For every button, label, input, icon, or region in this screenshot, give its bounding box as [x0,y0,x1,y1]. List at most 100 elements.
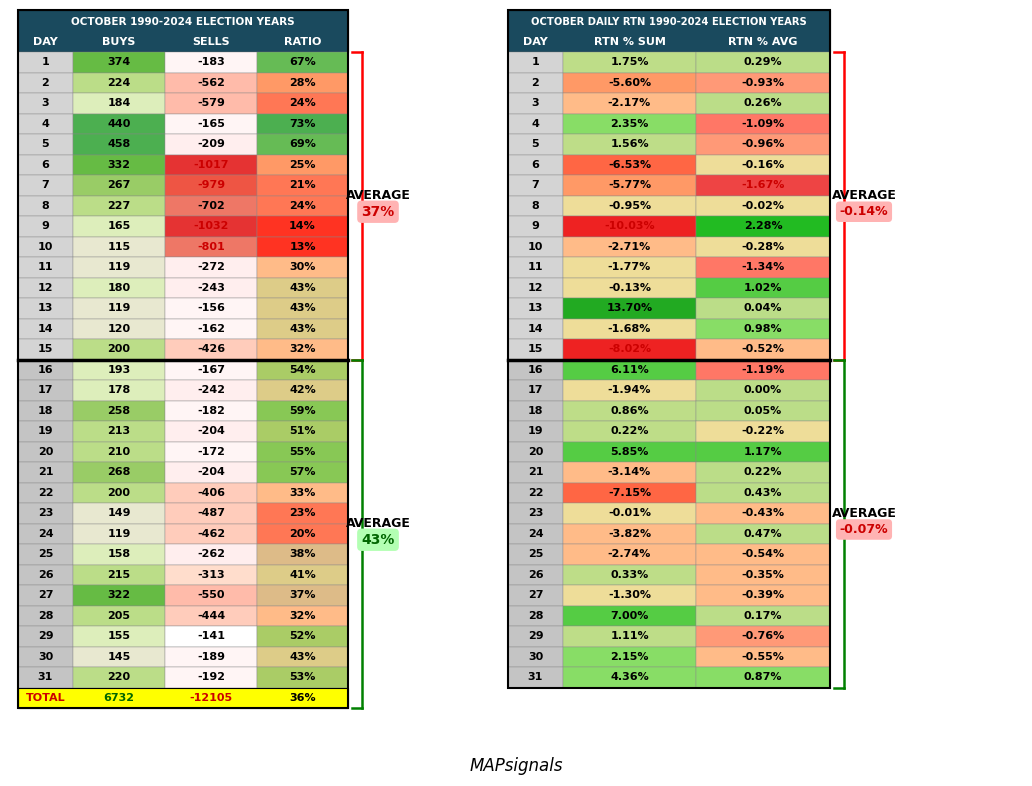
Text: -5.60%: -5.60% [608,78,651,88]
Text: DAY: DAY [523,37,548,47]
Text: -0.02%: -0.02% [742,200,784,211]
Text: -0.39%: -0.39% [741,590,784,601]
Text: -487: -487 [197,509,225,518]
Bar [696,72,830,93]
Bar [165,544,257,564]
Text: 15: 15 [527,344,543,354]
Bar [165,277,257,298]
Bar [165,421,257,442]
Text: -12105: -12105 [190,692,232,703]
Text: -1032: -1032 [193,221,229,231]
Text: 10: 10 [38,242,54,252]
Bar [18,442,73,462]
Bar [73,52,165,72]
Text: -183: -183 [197,57,225,68]
Bar [73,93,165,113]
Bar [563,503,696,523]
Text: 3: 3 [531,98,540,108]
Bar [165,401,257,421]
Text: 52%: 52% [289,631,316,641]
Bar [696,380,830,401]
Bar [18,688,348,708]
Text: 6732: 6732 [103,692,134,703]
Text: 180: 180 [107,283,131,292]
Text: OCTOBER 1990-2024 ELECTION YEARS: OCTOBER 1990-2024 ELECTION YEARS [71,17,295,27]
Bar [563,647,696,667]
Bar [165,298,257,318]
Text: 0.05%: 0.05% [744,406,782,416]
Text: 227: 227 [107,200,131,211]
Bar [257,257,348,277]
Text: 200: 200 [107,344,130,354]
Text: 4.36%: 4.36% [610,672,649,682]
Text: 205: 205 [107,611,130,621]
Bar [73,318,165,339]
Bar [563,175,696,196]
Text: 20%: 20% [289,529,316,538]
Bar [165,647,257,667]
Text: -3.82%: -3.82% [608,529,651,538]
Text: 8: 8 [41,200,50,211]
Text: 20: 20 [38,446,54,457]
Text: 28: 28 [38,611,54,621]
Text: 268: 268 [107,467,131,477]
Bar [563,626,696,647]
Bar [18,605,73,626]
Text: 32%: 32% [289,611,316,621]
Bar [73,647,165,667]
Bar [508,10,830,688]
Text: 13: 13 [527,303,543,314]
Text: 27: 27 [38,590,54,601]
Text: 6: 6 [531,160,540,170]
Text: -0.54%: -0.54% [741,549,784,560]
Text: 0.04%: 0.04% [744,303,782,314]
Bar [563,318,696,339]
Text: 215: 215 [107,570,131,580]
Bar [696,442,830,462]
Text: 440: 440 [107,119,131,129]
Bar [563,421,696,442]
Text: 1: 1 [531,57,540,68]
Bar [257,380,348,401]
Text: -141: -141 [197,631,225,641]
Bar [257,277,348,298]
Bar [563,359,696,380]
Text: 17: 17 [38,385,54,395]
Bar [18,401,73,421]
Text: 30%: 30% [289,263,316,272]
Text: -1.68%: -1.68% [608,324,651,334]
Bar [563,196,696,216]
Bar [18,10,348,52]
Text: -702: -702 [197,200,225,211]
Bar [165,564,257,585]
Bar [73,196,165,216]
Text: 33%: 33% [289,488,316,498]
Text: 0.29%: 0.29% [744,57,782,68]
Bar [563,72,696,93]
Bar [18,585,73,605]
Bar [18,93,73,113]
Text: 26: 26 [38,570,54,580]
Text: -2.17%: -2.17% [608,98,651,108]
Bar [696,585,830,605]
Bar [18,237,73,257]
Text: 7: 7 [41,180,50,190]
Text: 43%: 43% [289,283,316,292]
Text: 7.00%: 7.00% [610,611,649,621]
Bar [257,134,348,155]
Text: -165: -165 [197,119,225,129]
Text: -242: -242 [197,385,225,395]
Bar [696,298,830,318]
Text: -0.13%: -0.13% [608,283,651,292]
Text: 149: 149 [107,509,131,518]
Text: 15: 15 [38,344,54,354]
Text: RATIO: RATIO [284,37,321,47]
Bar [165,605,257,626]
Bar [18,318,73,339]
Bar [696,667,830,688]
Bar [696,626,830,647]
Text: -3.14%: -3.14% [608,467,651,477]
Bar [257,298,348,318]
Text: 13%: 13% [289,242,316,252]
Bar [73,585,165,605]
